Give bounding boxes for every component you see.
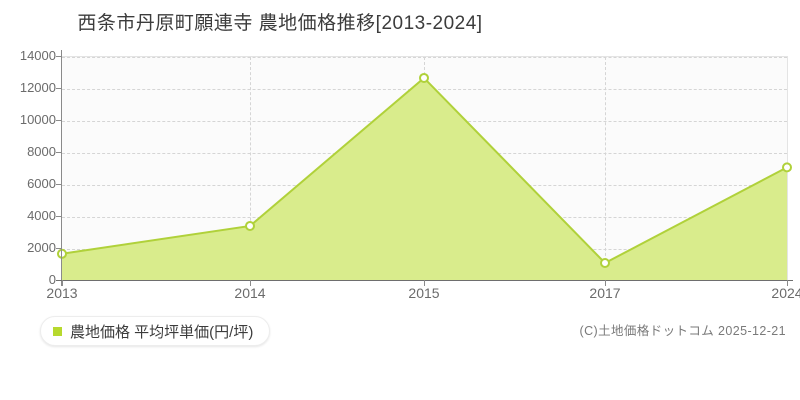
area-fill [62, 77, 787, 282]
x-axis-tick [424, 280, 425, 286]
data-point-marker[interactable] [57, 248, 67, 259]
x-axis-tick [62, 280, 63, 286]
data-point-marker[interactable] [419, 72, 429, 83]
y-axis-tick-label: 0 [48, 272, 56, 287]
chart-legend[interactable]: 農地価格 平均坪単価(円/坪) [40, 316, 271, 346]
x-axis-tick [250, 280, 251, 286]
y-axis-tick [56, 152, 62, 153]
gridline-vertical [250, 57, 251, 281]
legend-swatch-icon [53, 326, 62, 336]
plot-area [57, 56, 792, 282]
x-axis-tick-label: 2017 [589, 285, 621, 301]
x-axis-tick-label: 2015 [408, 285, 440, 301]
y-axis-tick-label: 8000 [27, 144, 56, 159]
data-point-marker[interactable] [782, 162, 792, 173]
y-axis-tick [56, 88, 62, 89]
x-axis-tick-label: 2013 [46, 285, 78, 301]
y-axis-line [61, 50, 62, 286]
y-axis-tick-label: 12000 [19, 80, 56, 95]
gridline-vertical [605, 57, 606, 281]
y-axis-tick-label: 14000 [19, 48, 56, 63]
x-axis-tick [605, 280, 606, 286]
y-axis-tick [56, 120, 62, 121]
y-axis-tick [56, 56, 62, 57]
copyright-notice: (C)土地価格ドットコム 2025-12-21 [579, 324, 786, 338]
data-point-markers [57, 72, 792, 268]
y-axis-tick [56, 184, 62, 185]
y-axis-tick-label: 4000 [27, 208, 56, 223]
y-axis-tick [56, 216, 62, 217]
data-point-marker[interactable] [600, 258, 610, 268]
x-axis-tick [787, 280, 788, 286]
y-axis-tick-label: 2000 [27, 240, 56, 255]
y-axis-tick [56, 248, 62, 249]
legend-item-label: 農地価格 平均坪単価(円/坪) [70, 323, 254, 341]
page-title: 西条市丹原町願連寺 農地価格推移[2013-2024] [77, 13, 483, 34]
data-point-marker[interactable] [245, 220, 255, 231]
x-axis-tick-label: 2014 [234, 285, 266, 301]
series-agricultural-land-price [57, 72, 792, 282]
y-axis-tick-label: 6000 [27, 176, 56, 191]
y-axis-tick-label: 10000 [19, 112, 56, 127]
x-axis-tick-label: 2024 [771, 285, 800, 301]
